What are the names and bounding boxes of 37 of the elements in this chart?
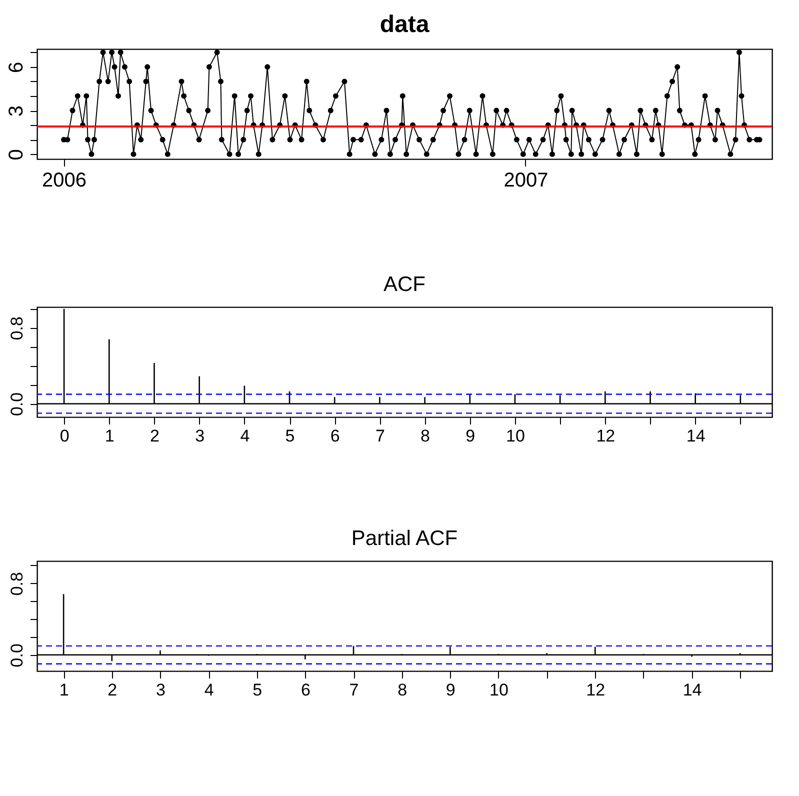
x-tick-label: 14 xyxy=(682,680,702,700)
x-tick-label: 7 xyxy=(349,680,359,700)
x-tick-label: 12 xyxy=(586,680,606,700)
y-tick-label: 6 xyxy=(6,62,28,73)
x-tick-label: 12 xyxy=(596,426,616,446)
chart-title: Partial ACF xyxy=(351,527,458,550)
y-tick-label: 0 xyxy=(6,149,28,160)
x-tick-label: 9 xyxy=(466,426,476,446)
x-tick-label: 8 xyxy=(398,680,408,700)
x-tick-label: 1 xyxy=(59,680,69,700)
x-tick-label: 9 xyxy=(446,680,456,700)
y-tick-label: 3 xyxy=(6,105,28,117)
chart-title: data xyxy=(380,11,430,38)
x-tick-label: 3 xyxy=(156,680,166,700)
chart-title: ACF xyxy=(384,273,426,296)
y-tick-label: 0.0 xyxy=(8,392,26,416)
y-tick-label: 0.8 xyxy=(8,316,26,340)
x-tick-label: 5 xyxy=(252,680,262,700)
x-tick-label: 10 xyxy=(506,426,525,446)
x-tick-label: 8 xyxy=(420,426,430,446)
x-tick-label: 2 xyxy=(108,680,118,700)
x-tick-label: 4 xyxy=(240,426,250,446)
x-tick-label: 2 xyxy=(150,426,160,446)
x-tick-label: 6 xyxy=(300,680,310,700)
x-tick-label: 2007 xyxy=(504,170,548,192)
x-tick-label: 6 xyxy=(330,426,340,446)
x-tick-label: 4 xyxy=(204,680,214,700)
x-tick-label: 10 xyxy=(490,680,508,700)
x-tick-label: 0 xyxy=(60,426,70,446)
x-tick-label: 7 xyxy=(375,426,385,446)
x-tick-label: 3 xyxy=(195,426,205,446)
y-tick-label: 0.8 xyxy=(8,572,26,596)
y-tick-label: 0.0 xyxy=(8,644,26,668)
x-tick-label: 2006 xyxy=(42,170,87,192)
x-tick-label: 5 xyxy=(285,426,295,446)
x-tick-label: 1 xyxy=(104,426,114,446)
x-tick-label: 14 xyxy=(686,426,706,446)
